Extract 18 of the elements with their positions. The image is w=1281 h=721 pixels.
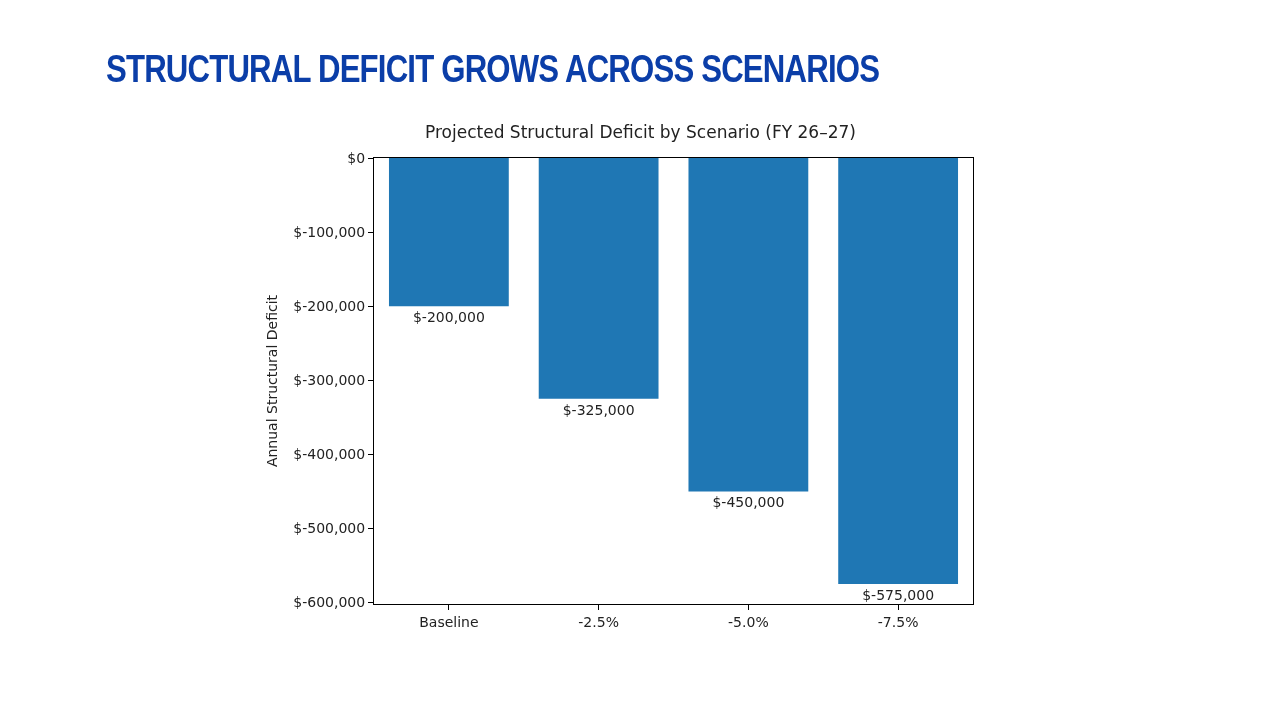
y-tick-label: $-400,000 — [293, 446, 366, 463]
x-tick-label: -7.5% — [877, 613, 919, 630]
chart-subtitle: Projected Structural Deficit by Scenario (FY 26–27) — [425, 121, 856, 142]
x-tick-label: -2.5% — [578, 613, 619, 630]
x-tick-label: -5.0% — [728, 613, 769, 630]
y-tick-label: $0 — [347, 149, 366, 166]
y-tick-label: $-300,000 — [293, 372, 366, 389]
y-tick-label: $-500,000 — [293, 520, 366, 537]
y-tick-label: $-600,000 — [293, 594, 366, 611]
chart-title: STRUCTURAL DEFICIT GROWS ACROSS SCENARIOS — [106, 48, 880, 91]
y-tick-label: $-100,000 — [293, 223, 366, 240]
y-tick-label: $-200,000 — [293, 298, 366, 315]
y-axis-title: Annual Structural Deficit — [263, 294, 280, 468]
data-label: $-575,000 — [862, 587, 935, 603]
data-label: $-325,000 — [562, 401, 635, 418]
x-tick-label: Baseline — [419, 613, 479, 630]
data-label: $-200,000 — [412, 309, 485, 326]
data-label: $-450,000 — [712, 494, 785, 511]
